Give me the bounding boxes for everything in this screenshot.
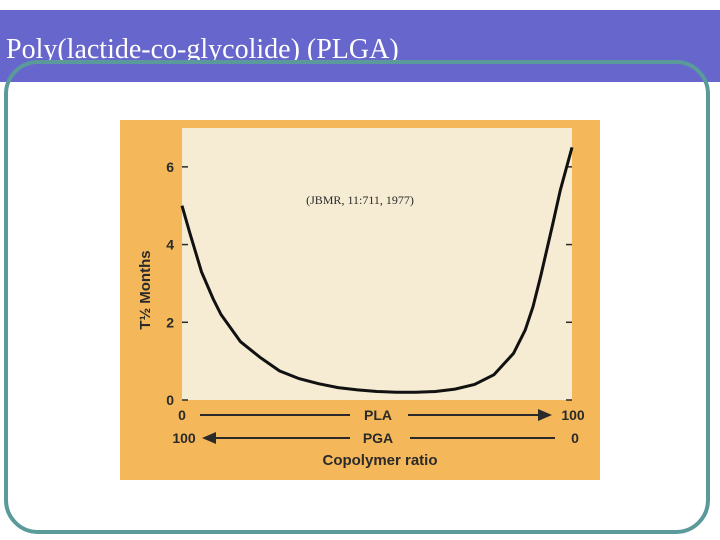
pla-axis-label: PLA bbox=[364, 407, 392, 423]
y-tick-label: 2 bbox=[166, 314, 174, 330]
pga-arrowhead bbox=[202, 432, 216, 444]
y-tick-label: 4 bbox=[166, 237, 174, 253]
y-tick-label: 6 bbox=[166, 159, 174, 175]
pga-axis-label: PGA bbox=[363, 430, 393, 446]
slide-title: Poly(lactide-co-glycolide) (PLGA) bbox=[6, 34, 399, 65]
chart: 0 2 4 6 T½ Months (JBMR, 11:711, 1977) 0 PL… bbox=[120, 120, 600, 480]
pla-arrowhead bbox=[538, 409, 552, 421]
series-line bbox=[180, 147, 574, 394]
y-tick-label: 0 bbox=[166, 392, 174, 408]
y-ticks: 0 2 4 6 bbox=[166, 159, 572, 408]
chart-svg: 0 2 4 6 T½ Months (JBMR, 11:711, 1977) 0 PL… bbox=[120, 120, 600, 480]
y-axis-label: T½ Months bbox=[137, 250, 154, 329]
slide-frame bbox=[4, 60, 710, 534]
pga-start-label: 100 bbox=[172, 430, 196, 446]
plot-area bbox=[182, 128, 572, 400]
pla-end-label: 100 bbox=[561, 407, 585, 423]
x-axis-label: Copolymer ratio bbox=[322, 452, 437, 469]
chart-annotation: (JBMR, 11:711, 1977) bbox=[306, 193, 414, 207]
pla-start-label: 0 bbox=[178, 407, 186, 423]
title-bar: Poly(lactide-co-glycolide) (PLGA) bbox=[0, 10, 720, 82]
pga-end-label: 0 bbox=[571, 430, 579, 446]
